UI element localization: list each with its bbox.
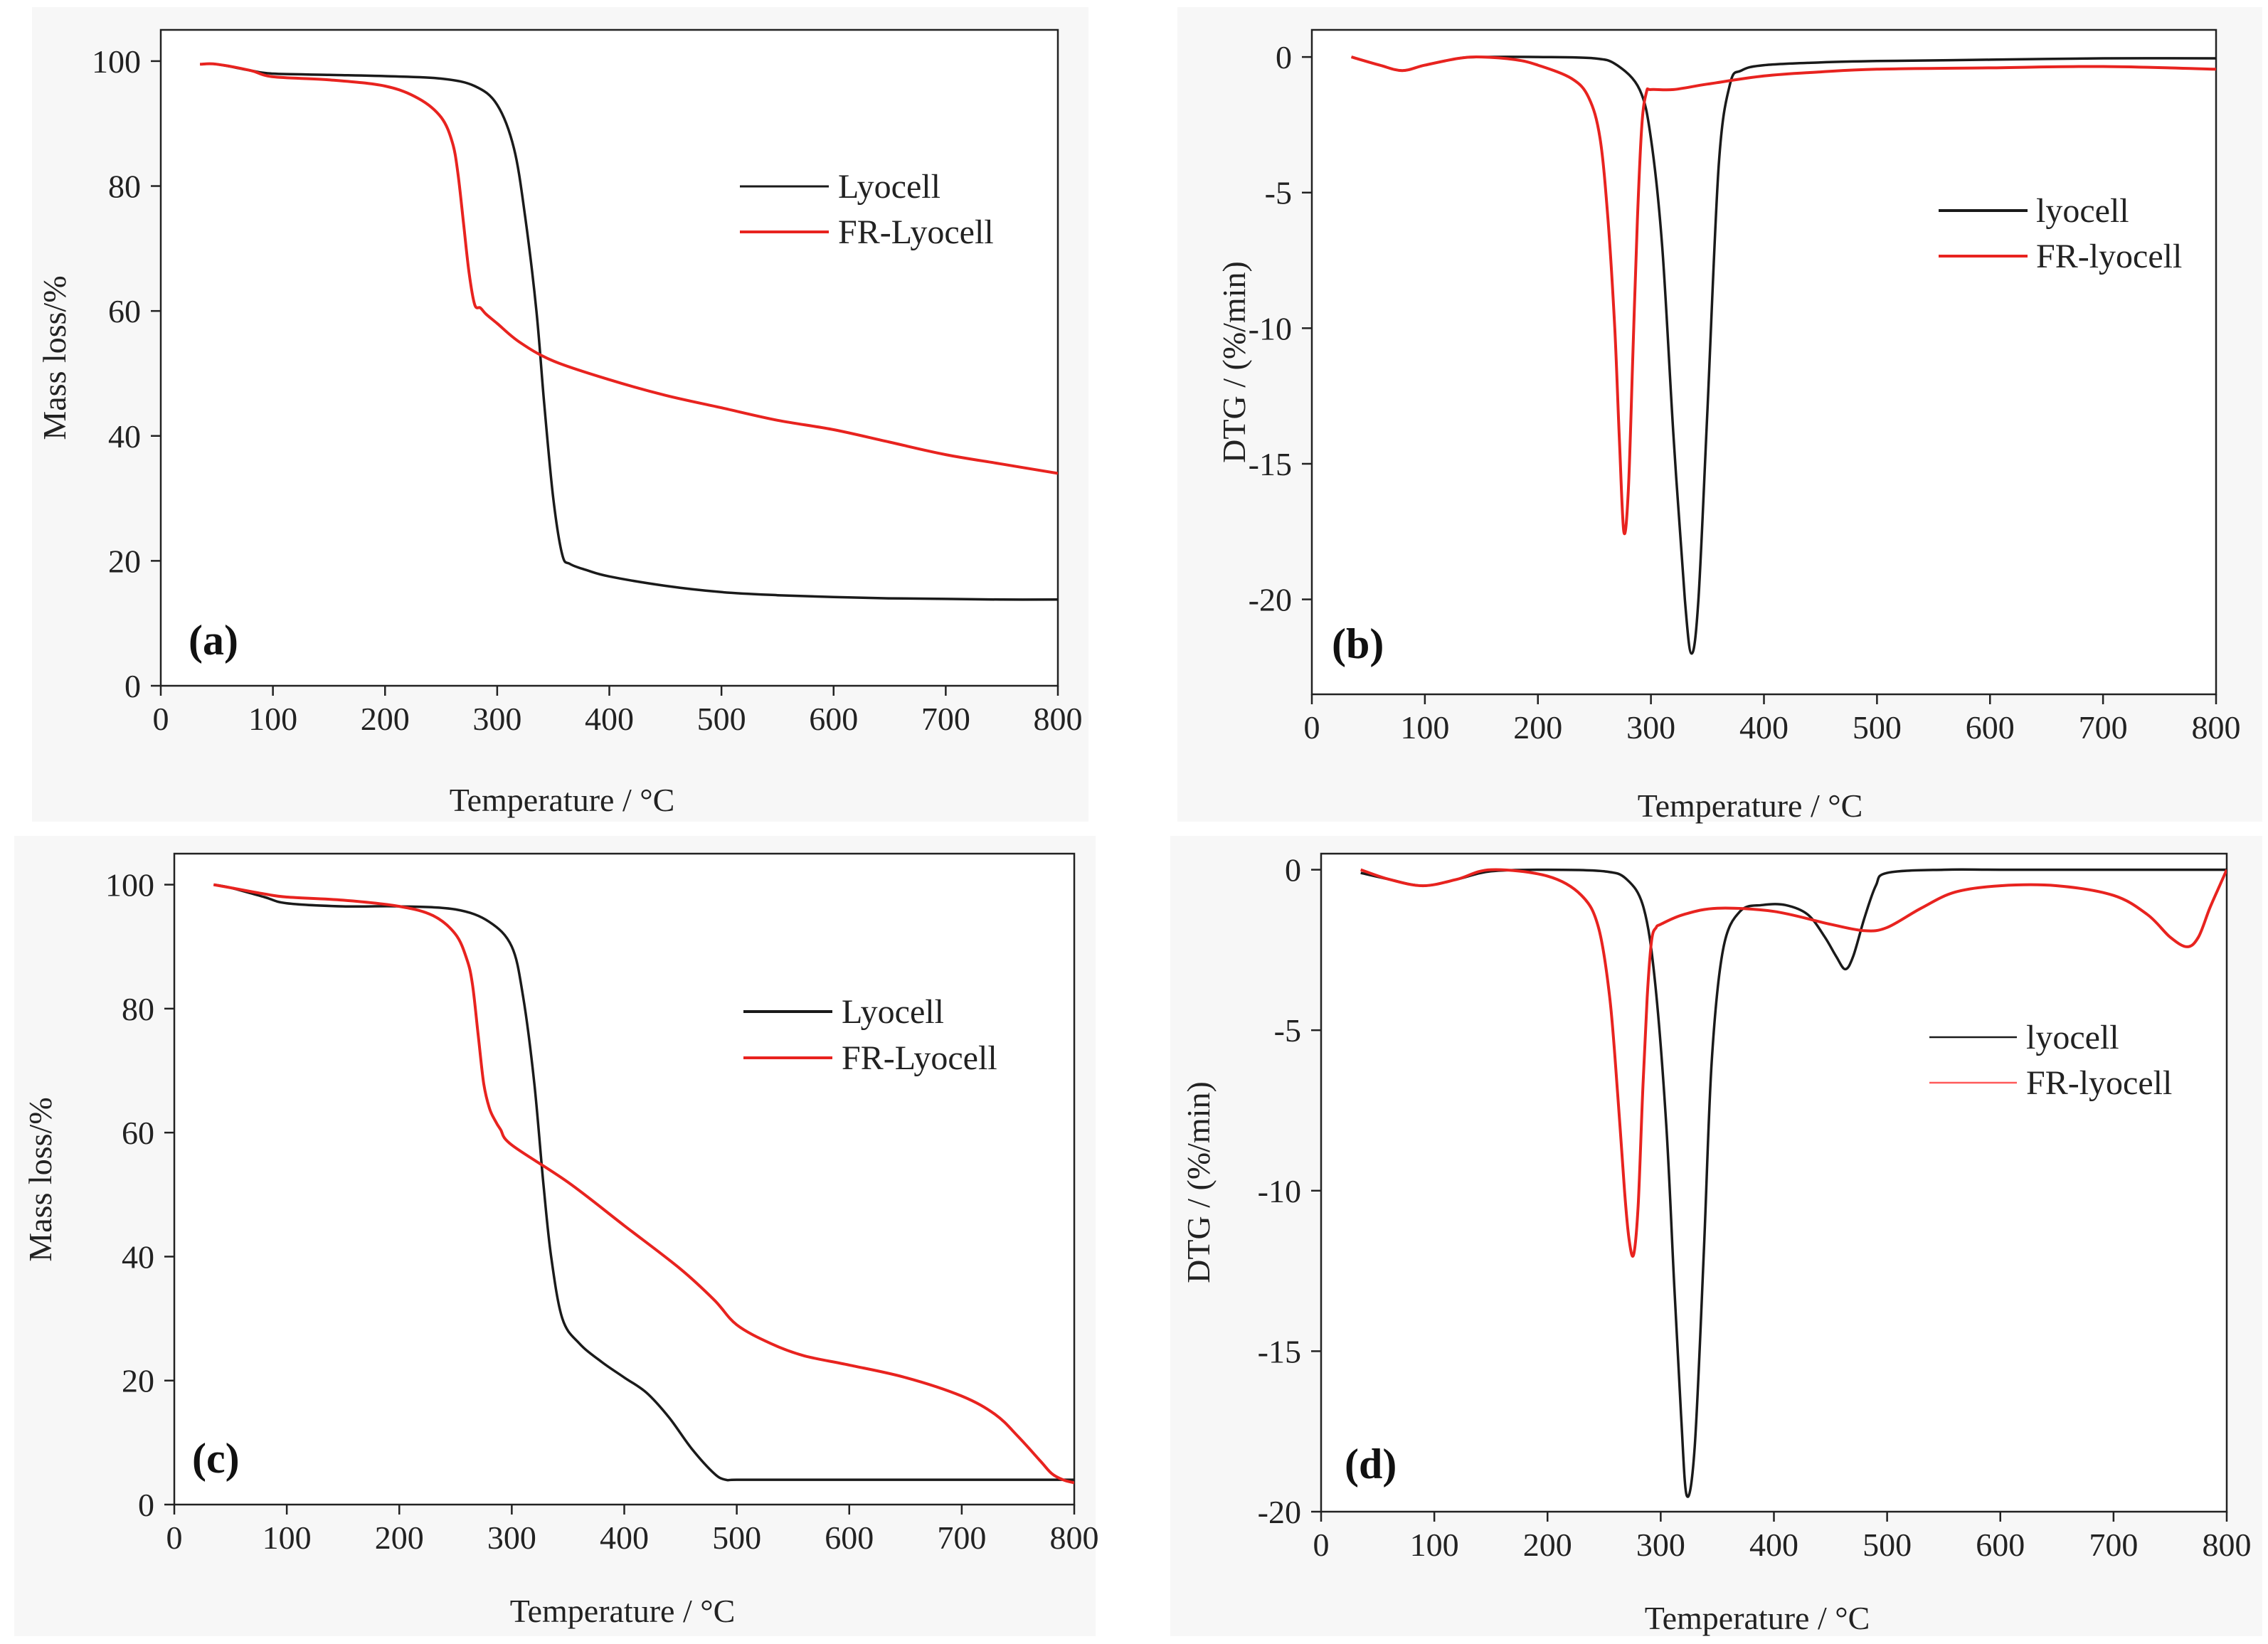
x-tick-label-b-300: 300 <box>1626 709 1675 746</box>
series-line-c-lyocell <box>213 883 1074 1482</box>
x-tick-label-d-700: 700 <box>2089 1527 2138 1563</box>
panel-c-label: (c) <box>192 1435 240 1482</box>
plot-area-c <box>173 852 1076 1506</box>
x-tick-label-c-500: 500 <box>712 1520 761 1556</box>
legend-b-lyocell-label: lyocell <box>2036 192 2129 230</box>
x-tick-label-a-300: 300 <box>472 701 521 737</box>
legend-d-lyocell-label: lyocell <box>2026 1019 2119 1056</box>
x-axis-title-c: Temperature / °C <box>510 1593 736 1629</box>
legend-a-lyocell-label: Lyocell <box>838 168 940 206</box>
x-tick-label-a-500: 500 <box>697 701 746 737</box>
x-tick-label-a-400: 400 <box>585 701 634 737</box>
panel-d-label: (d) <box>1345 1441 1397 1487</box>
x-tick-label-c-0: 0 <box>166 1520 183 1556</box>
y-axis-title-c: Mass loss/% <box>22 1097 58 1261</box>
series-line-a-fr-lyocell <box>200 62 1058 475</box>
plot-area-b <box>1310 28 2217 696</box>
legend-a: Lyocell FR-Lyocell <box>740 168 994 251</box>
chart-panel-a: 0 100 200 300 400 500 600 700 800 0 20 40 60 80 100 Tem… <box>36 28 1083 818</box>
x-axis-title-b: Temperature / °C <box>1638 787 1863 824</box>
y-tick-label-c-2: 40 <box>122 1239 154 1275</box>
legend-b: lyocell FR-lyocell <box>1939 192 2182 275</box>
x-tick-label-d-300: 300 <box>1636 1527 1685 1563</box>
x-tick-label-d-500: 500 <box>1862 1527 1912 1563</box>
x-tick-label-d-0: 0 <box>1313 1527 1330 1563</box>
x-tick-label-b-200: 200 <box>1513 709 1562 746</box>
legend-c-lyocell-label: Lyocell <box>842 993 944 1031</box>
x-tick-label-b-800: 800 <box>2192 709 2241 746</box>
x-axis-title-a: Temperature / °C <box>450 782 675 818</box>
x-tick-label-a-100: 100 <box>248 701 297 737</box>
x-tick-label-b-600: 600 <box>1966 709 2015 746</box>
x-tick-label-c-700: 700 <box>937 1520 986 1556</box>
y-tick-label-b-0: 0 <box>1276 39 1292 75</box>
x-tick-label-a-200: 200 <box>361 701 410 737</box>
x-tick-label-d-400: 400 <box>1749 1527 1798 1563</box>
legend-d-fr-label: FR-lyocell <box>2026 1064 2172 1102</box>
x-tick-label-a-800: 800 <box>1034 701 1083 737</box>
y-tick-label-d-3: -15 <box>1258 1333 1301 1369</box>
x-tick-label-c-300: 300 <box>487 1520 536 1556</box>
legend-c-fr-label: FR-Lyocell <box>842 1039 997 1077</box>
y-tick-label-a-5: 100 <box>92 43 141 80</box>
y-tick-label-b-2: -10 <box>1249 310 1292 346</box>
y-axis-title-a: Mass loss/% <box>36 275 73 440</box>
chart-panel-c: 0 100 200 300 400 500 600 700 800 0 20 40 60 80 100 Tem… <box>22 852 1099 1629</box>
y-tick-label-a-1: 20 <box>108 543 141 579</box>
panel-b-label: (b) <box>1332 620 1384 667</box>
panel-a-label: (a) <box>189 617 238 664</box>
x-tick-label-a-600: 600 <box>809 701 858 737</box>
x-tick-label-c-800: 800 <box>1050 1520 1099 1556</box>
y-tick-label-d-1: -5 <box>1274 1012 1301 1049</box>
x-tick-label-d-600: 600 <box>1976 1527 2025 1563</box>
legend-c: Lyocell FR-Lyocell <box>743 993 997 1077</box>
y-axis-title-b: DTG / (%/min) <box>1216 261 1252 463</box>
x-axis-title-d: Temperature / °C <box>1645 1600 1870 1636</box>
legend-d: lyocell FR-lyocell <box>1929 1019 2172 1102</box>
x-tick-label-c-600: 600 <box>825 1520 874 1556</box>
y-tick-label-a-2: 40 <box>108 418 141 455</box>
x-tick-label-c-100: 100 <box>263 1520 312 1556</box>
plot-area-a <box>159 28 1059 687</box>
series-line-b-fr-lyocell <box>1351 55 2216 536</box>
y-tick-label-c-1: 20 <box>122 1363 154 1399</box>
y-tick-label-b-4: -20 <box>1249 582 1292 618</box>
x-tick-label-d-100: 100 <box>1410 1527 1459 1563</box>
x-tick-label-c-200: 200 <box>375 1520 424 1556</box>
x-tick-label-b-700: 700 <box>2079 709 2128 746</box>
y-tick-label-c-4: 80 <box>122 991 154 1027</box>
x-tick-label-a-0: 0 <box>153 701 169 737</box>
y-tick-label-a-0: 0 <box>124 668 141 704</box>
y-tick-label-c-5: 100 <box>105 867 154 903</box>
series-line-c-fr-lyocell <box>213 883 1074 1485</box>
x-tick-label-b-100: 100 <box>1400 709 1449 746</box>
x-tick-label-d-200: 200 <box>1523 1527 1572 1563</box>
series-line-a-lyocell <box>200 62 1058 601</box>
y-tick-label-c-0: 0 <box>138 1487 154 1523</box>
chart-panel-d: 0 100 200 300 400 500 600 700 800 0 -5 -10 -15 -20 Tem… <box>1180 852 2252 1636</box>
chart-panel-b: 0 100 200 300 400 500 600 700 800 0 -5 -10 -15 -20 Tem… <box>1216 28 2241 824</box>
y-tick-label-d-2: -10 <box>1258 1173 1301 1209</box>
y-tick-label-b-3: -15 <box>1249 446 1292 482</box>
series-line-d-fr-lyocell <box>1360 868 2227 1258</box>
x-tick-label-d-800: 800 <box>2203 1527 2252 1563</box>
y-tick-label-d-0: 0 <box>1285 852 1301 889</box>
y-tick-label-a-4: 80 <box>108 169 141 205</box>
plot-area-d <box>1320 852 2228 1513</box>
legend-b-fr-label: FR-lyocell <box>2036 238 2182 275</box>
x-tick-label-a-700: 700 <box>921 701 970 737</box>
x-tick-label-c-400: 400 <box>600 1520 649 1556</box>
y-tick-label-c-3: 60 <box>122 1115 154 1151</box>
y-axis-title-d: DTG / (%/min) <box>1180 1081 1217 1283</box>
y-tick-label-d-4: -20 <box>1258 1494 1301 1530</box>
x-tick-label-b-0: 0 <box>1304 709 1320 746</box>
x-tick-label-b-400: 400 <box>1739 709 1789 746</box>
y-tick-label-b-1: -5 <box>1265 175 1292 211</box>
series-line-d-lyocell <box>1360 868 2227 1498</box>
x-tick-label-b-500: 500 <box>1853 709 1902 746</box>
y-tick-label-a-3: 60 <box>108 293 141 329</box>
legend-a-fr-label: FR-Lyocell <box>838 213 994 251</box>
